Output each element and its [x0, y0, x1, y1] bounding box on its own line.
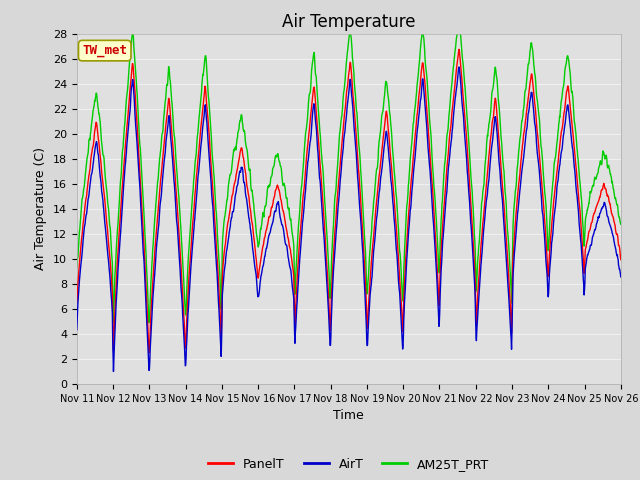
Title: Air Temperature: Air Temperature: [282, 12, 415, 31]
AirT: [505, 297, 513, 302]
PanelT: [181, 336, 189, 342]
PanelT: [455, 47, 463, 52]
AirT: [181, 355, 189, 360]
PanelT: [73, 300, 81, 306]
PanelT: [145, 350, 153, 356]
Legend: PanelT, AirT, AM25T_PRT: PanelT, AirT, AM25T_PRT: [203, 453, 495, 476]
PanelT: [505, 277, 513, 283]
AM25T_PRT: [182, 310, 189, 315]
AirT: [109, 369, 117, 374]
AM25T_PRT: [129, 31, 136, 36]
Line: AirT: AirT: [77, 67, 621, 372]
AM25T_PRT: [434, 246, 442, 252]
AirT: [455, 64, 463, 70]
AirT: [73, 326, 81, 332]
Y-axis label: Air Temperature (C): Air Temperature (C): [35, 147, 47, 270]
AM25T_PRT: [505, 245, 513, 251]
AM25T_PRT: [617, 221, 625, 227]
PanelT: [617, 257, 625, 263]
AirT: [434, 289, 442, 295]
Line: AM25T_PRT: AM25T_PRT: [77, 34, 621, 323]
AM25T_PRT: [145, 320, 153, 325]
PanelT: [255, 269, 263, 275]
AM25T_PRT: [73, 264, 81, 270]
AM25T_PRT: [255, 238, 263, 243]
AM25T_PRT: [553, 140, 561, 146]
AM25T_PRT: [195, 121, 202, 127]
PanelT: [553, 169, 561, 175]
AirT: [617, 274, 625, 280]
PanelT: [195, 155, 202, 161]
AirT: [255, 290, 263, 296]
Text: TW_met: TW_met: [82, 44, 127, 57]
PanelT: [434, 270, 442, 276]
AirT: [553, 184, 561, 190]
X-axis label: Time: Time: [333, 409, 364, 422]
Line: PanelT: PanelT: [77, 49, 621, 353]
AirT: [195, 172, 202, 178]
